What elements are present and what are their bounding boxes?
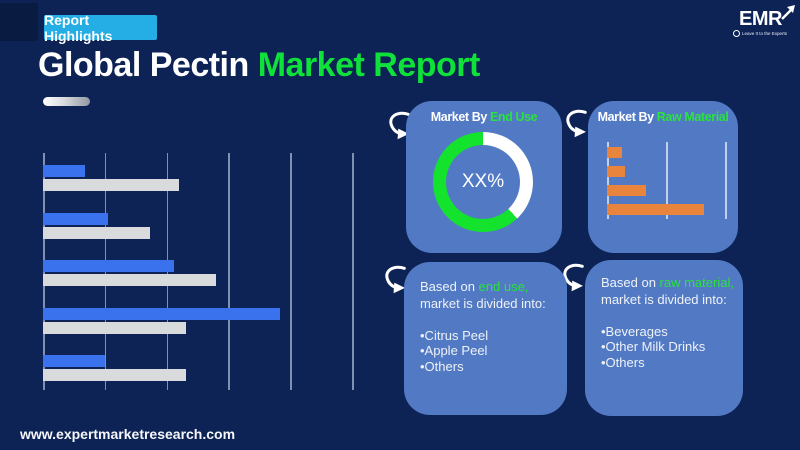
- lead-green: raw material,: [659, 275, 734, 290]
- orange-bar: [607, 166, 626, 177]
- title-green: Market Report: [257, 46, 481, 84]
- lead-rest: market is divided into:: [420, 296, 546, 312]
- list-item: •Beverages: [601, 323, 668, 339]
- title-underline: [43, 97, 90, 106]
- donut-center-label: XX%: [446, 145, 520, 219]
- curved-arrow-icon: [389, 111, 410, 140]
- corner-decoration: [0, 3, 38, 41]
- panel-title-prefix: Market By: [430, 110, 490, 124]
- blue-bar: [43, 307, 281, 320]
- gridline: [666, 142, 668, 219]
- gridline: [352, 153, 354, 390]
- gray-bar: [43, 226, 150, 239]
- lead-rest: market is divided into:: [601, 292, 727, 308]
- emr-logo-text: EMR: [739, 8, 782, 30]
- panel-lead: Based on end use, market is divided into:: [420, 278, 559, 313]
- bullet-list: •Citrus Peel •Apple Peel •Others: [420, 328, 559, 376]
- panel-title-prefix: Market By: [597, 110, 657, 124]
- report-highlights-badge: Report Highlights: [44, 12, 157, 44]
- lead-green: end use,: [478, 279, 529, 294]
- gray-bar: [43, 179, 179, 191]
- panel-end-use-chart: Market By End Use XX%: [406, 101, 562, 253]
- gridline: [607, 142, 609, 219]
- panel-end-use-list: Based on end use, market is divided into:…: [404, 262, 567, 415]
- orange-bar: [607, 185, 646, 196]
- emr-logo: EMR Leave It to the Experts: [733, 5, 795, 37]
- curved-arrow-icon: [563, 263, 584, 292]
- lead-white: Based on: [601, 275, 660, 290]
- panel-lead: Based on raw material, market is divided …: [601, 274, 735, 309]
- panel-raw-material-list: Based on raw material, market is divided …: [585, 260, 743, 416]
- curved-arrow-icon: [385, 265, 406, 294]
- blue-bar: [43, 260, 175, 272]
- page-title: Global Pectin Market Report: [38, 46, 480, 85]
- blue-bar: [43, 355, 105, 367]
- blue-bar: [43, 165, 86, 177]
- logo-ring-icon: [733, 30, 740, 37]
- panel-raw-material-chart: Market By Raw Material: [588, 101, 738, 253]
- list-item: •Others: [420, 359, 464, 375]
- gridline: [228, 153, 230, 390]
- panel-title-highlight: End Use: [490, 110, 538, 124]
- list-item: •Others: [601, 355, 645, 371]
- panel-title: Market By End Use: [406, 110, 562, 124]
- gray-bar: [43, 321, 187, 334]
- panel-title: Market By Raw Material: [588, 110, 738, 124]
- list-item: •Other Milk Drinks: [601, 339, 706, 355]
- bullet-list: •Beverages •Other Milk Drinks •Others: [601, 324, 735, 372]
- logo-tagline: Leave It to the Experts: [733, 30, 795, 37]
- blue-bar: [43, 212, 108, 225]
- gridline: [290, 153, 292, 390]
- logo-tagline-text: Leave It to the Experts: [742, 31, 788, 36]
- main-bar-chart: [43, 153, 354, 390]
- curved-arrow-icon: [566, 109, 587, 138]
- gridline: [725, 142, 727, 219]
- lead-white: Based on: [420, 279, 479, 294]
- orange-bar: [607, 147, 623, 158]
- title-white: Global Pectin: [38, 46, 258, 84]
- gray-bar: [43, 369, 187, 381]
- orange-bar: [607, 204, 704, 215]
- panel-title-highlight: Raw Material: [656, 110, 729, 124]
- list-item: •Citrus Peel: [420, 327, 489, 343]
- website-link[interactable]: www.expertmarketresearch.com: [20, 426, 236, 442]
- logo-arrow-icon: [781, 5, 795, 20]
- donut-chart: XX%: [433, 132, 533, 232]
- raw-material-bar-chart: [607, 142, 727, 219]
- list-item: •Apple Peel: [420, 343, 488, 359]
- gray-bar: [43, 274, 217, 286]
